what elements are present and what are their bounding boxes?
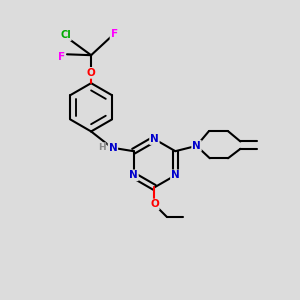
Text: N: N xyxy=(109,142,117,153)
Text: N: N xyxy=(150,134,159,144)
Text: F: F xyxy=(58,52,65,62)
Text: H: H xyxy=(98,143,106,152)
Text: N: N xyxy=(192,141,201,151)
Text: O: O xyxy=(87,68,95,78)
Text: N: N xyxy=(129,170,138,180)
Text: O: O xyxy=(150,200,159,209)
Text: Cl: Cl xyxy=(60,30,71,40)
Text: N: N xyxy=(171,170,180,180)
Text: F: F xyxy=(110,29,118,39)
